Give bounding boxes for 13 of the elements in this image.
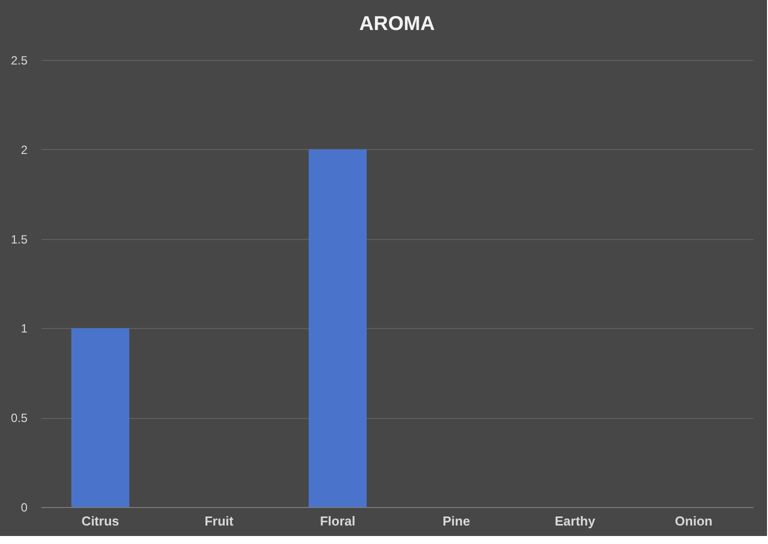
y-tick-label: 2 (20, 142, 28, 157)
x-tick-label: Fruit (204, 514, 234, 528)
y-tick-label: 0 (20, 500, 28, 514)
x-tick-label: Floral (320, 514, 356, 528)
y-tick-label: 0.5 (10, 411, 28, 426)
y-tick-label: 1.5 (10, 232, 28, 246)
chart-title: AROMA (359, 13, 435, 35)
y-tick-label: 1 (20, 322, 28, 336)
x-tick-label: Citrus (82, 514, 120, 528)
y-tick-label: 2.5 (10, 54, 28, 68)
x-tick-label: Pine (442, 514, 470, 528)
x-tick-label: Onion (674, 514, 712, 528)
x-tick-label: Earthy (554, 514, 596, 528)
